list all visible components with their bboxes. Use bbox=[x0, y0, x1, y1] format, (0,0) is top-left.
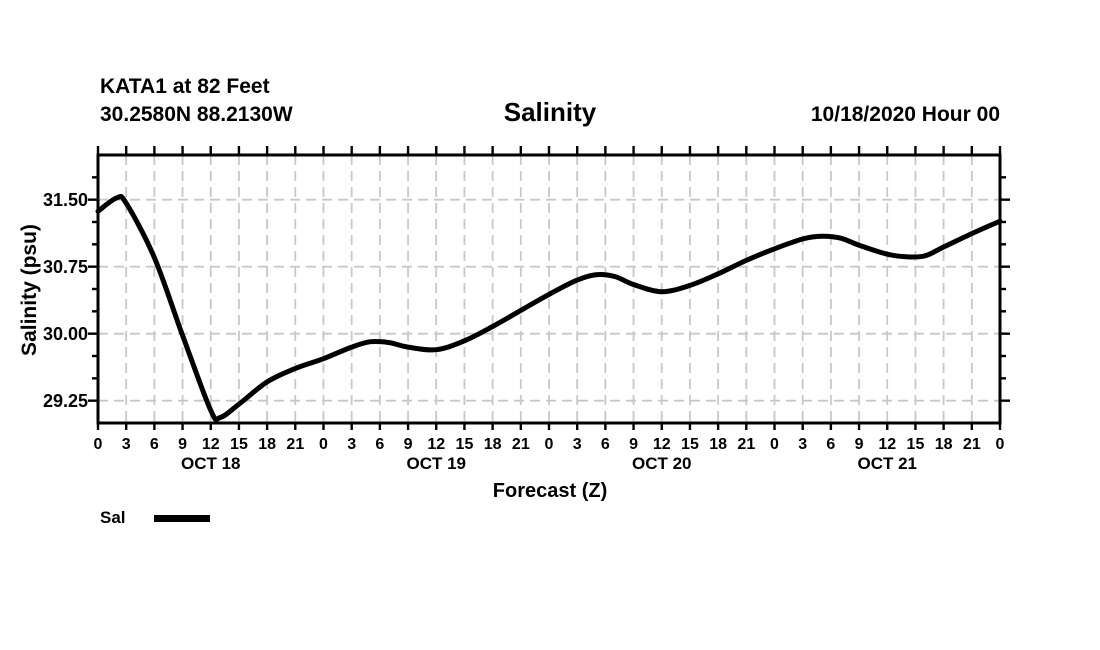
x-axis-title: Forecast (Z) bbox=[492, 480, 608, 502]
chart-title: Salinity bbox=[503, 97, 597, 127]
x-tick-label: 21 bbox=[511, 436, 530, 453]
x-tick-label: 18 bbox=[258, 436, 277, 453]
day-label: OCT 18 bbox=[180, 454, 241, 473]
day-label: OCT 19 bbox=[406, 454, 467, 473]
x-tick-label: 15 bbox=[906, 436, 925, 453]
x-tick-label: 9 bbox=[403, 436, 413, 453]
y-tick-label: 29.25 bbox=[42, 390, 88, 411]
x-tick-label: 6 bbox=[600, 436, 610, 453]
y-axis-title: Salinity (psu) bbox=[18, 224, 41, 356]
x-tick-label: 12 bbox=[878, 436, 897, 453]
x-tick-label: 9 bbox=[629, 436, 639, 453]
x-tick-label: 3 bbox=[121, 436, 131, 453]
station-coordinates: 30.2580N 88.2130W bbox=[100, 103, 293, 126]
x-tick-label: 0 bbox=[544, 436, 554, 453]
x-tick-label: 6 bbox=[826, 436, 836, 453]
x-tick-label: 9 bbox=[854, 436, 864, 453]
x-tick-label: 0 bbox=[319, 436, 328, 453]
day-label: OCT 21 bbox=[857, 454, 918, 473]
x-tick-label: 15 bbox=[230, 436, 248, 453]
x-tick-label: 15 bbox=[681, 436, 699, 453]
x-tick-label: 0 bbox=[93, 436, 103, 453]
legend-label-sal: Sal bbox=[100, 508, 126, 527]
x-tick-label: 21 bbox=[737, 436, 756, 453]
y-tick-label: 30.00 bbox=[42, 323, 88, 344]
model-run-date: 10/18/2020 Hour 00 bbox=[810, 103, 1000, 126]
x-tick-label: 9 bbox=[178, 436, 188, 453]
legend: Sal bbox=[100, 508, 210, 528]
y-tick-label: 31.50 bbox=[42, 189, 88, 210]
x-tick-label: 21 bbox=[286, 436, 305, 453]
x-tick-label: 3 bbox=[347, 436, 357, 453]
salinity-line bbox=[95, 193, 1003, 423]
x-tick-label: 18 bbox=[934, 436, 953, 453]
day-label: OCT 20 bbox=[631, 454, 692, 473]
x-tick-label: 12 bbox=[201, 436, 220, 453]
x-tick-label: 6 bbox=[149, 436, 159, 453]
x-tick-label: 6 bbox=[375, 436, 385, 453]
x-tick-label: 3 bbox=[798, 436, 808, 453]
x-tick-label: 18 bbox=[483, 436, 502, 453]
x-tick-label: 12 bbox=[427, 436, 446, 453]
legend-line-swatch bbox=[153, 514, 210, 522]
x-tick-label: 0 bbox=[995, 436, 1005, 453]
station-name: KATA1 at 82 Feet bbox=[100, 75, 270, 98]
x-tick-label: 0 bbox=[770, 436, 779, 453]
x-tick-label: 12 bbox=[652, 436, 671, 453]
y-tick-label: 30.75 bbox=[42, 256, 88, 277]
x-tick-label: 21 bbox=[962, 436, 981, 453]
x-tick-label: 15 bbox=[455, 436, 474, 453]
x-tick-label: 18 bbox=[709, 436, 728, 453]
x-tick-label: 3 bbox=[572, 436, 582, 453]
